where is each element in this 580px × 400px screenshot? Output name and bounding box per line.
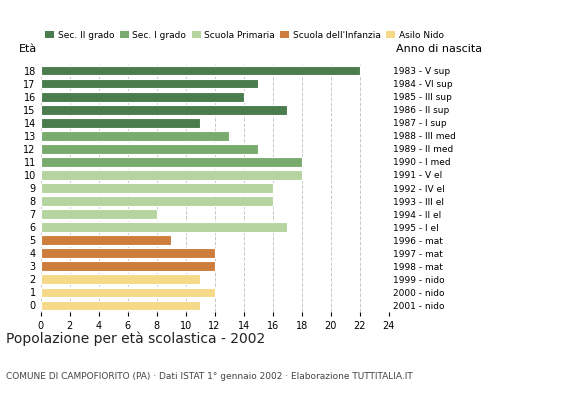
Bar bbox=[41, 105, 287, 114]
Text: Età: Età bbox=[19, 44, 37, 54]
Text: Popolazione per età scolastica - 2002: Popolazione per età scolastica - 2002 bbox=[6, 332, 265, 346]
Bar bbox=[41, 209, 157, 219]
Bar bbox=[41, 170, 302, 180]
Bar bbox=[41, 274, 200, 284]
Bar bbox=[41, 118, 200, 128]
Legend: Sec. II grado, Sec. I grado, Scuola Primaria, Scuola dell'Infanzia, Asilo Nido: Sec. II grado, Sec. I grado, Scuola Prim… bbox=[45, 31, 444, 40]
Bar bbox=[41, 288, 215, 297]
Bar bbox=[41, 248, 215, 258]
Bar bbox=[41, 183, 273, 193]
Bar bbox=[41, 144, 258, 154]
Bar bbox=[41, 92, 244, 102]
Bar bbox=[41, 235, 171, 245]
Bar bbox=[41, 196, 273, 206]
Bar bbox=[41, 262, 215, 271]
Text: COMUNE DI CAMPOFIORITO (PA) · Dati ISTAT 1° gennaio 2002 · Elaborazione TUTTITAL: COMUNE DI CAMPOFIORITO (PA) · Dati ISTAT… bbox=[6, 372, 412, 381]
Text: Anno di nascita: Anno di nascita bbox=[396, 44, 481, 54]
Bar bbox=[41, 157, 302, 167]
Bar bbox=[41, 300, 200, 310]
Bar bbox=[41, 131, 229, 141]
Bar bbox=[41, 79, 258, 88]
Bar bbox=[41, 66, 360, 76]
Bar bbox=[41, 222, 287, 232]
